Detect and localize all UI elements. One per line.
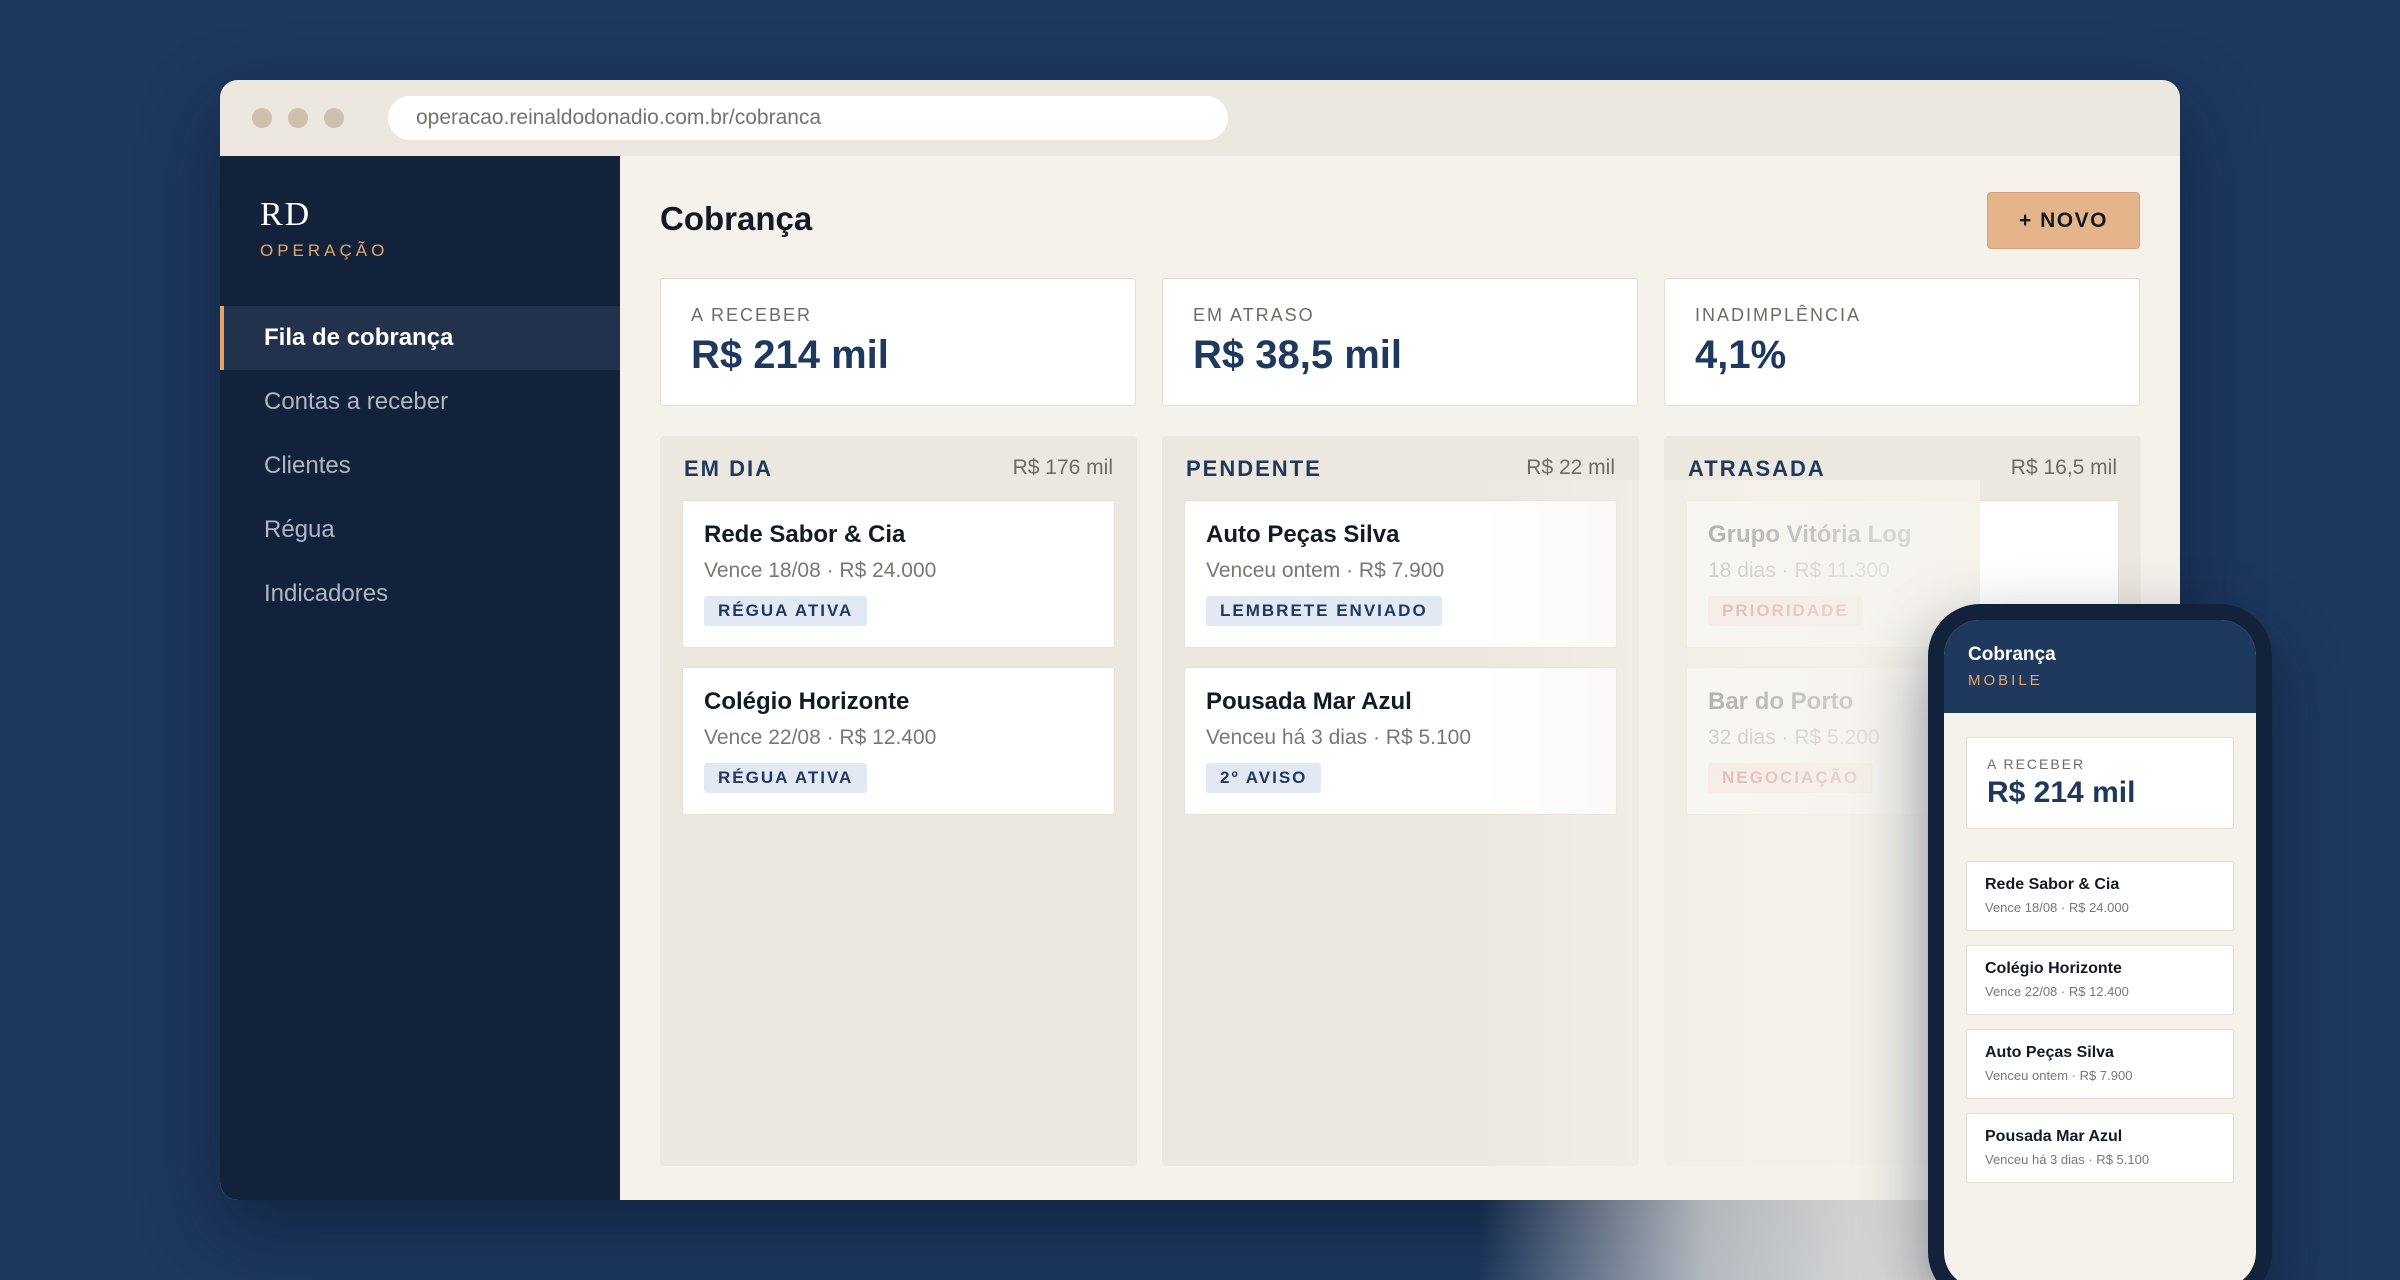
kanban-card[interactable]: Rede Sabor & Cia Vence 18/08 · R$ 24.000… <box>682 500 1115 648</box>
kanban-card[interactable]: Colégio Horizonte Vence 22/08 · R$ 12.40… <box>682 667 1115 815</box>
card-detail: Vence 18/08 · R$ 24.000 <box>704 559 937 582</box>
sidebar-item-regua[interactable]: Régua <box>264 516 335 543</box>
status-badge: RÉGUA ATIVA <box>704 596 868 626</box>
status-badge: PRIORIDADE <box>1708 596 1863 626</box>
mobile-kpi-label: A RECEBER <box>1987 756 2086 772</box>
mobile-list-item[interactable]: Auto Peças Silva Venceu ontem · R$ 7.900 <box>1966 1029 2234 1099</box>
mobile-kpi-card: A RECEBER R$ 214 mil <box>1966 737 2234 829</box>
new-button[interactable]: + NOVO <box>1987 192 2140 249</box>
column-title: EM DIA <box>684 456 773 481</box>
kanban-column-pendente: PENDENTE R$ 22 mil Auto Peças Silva Venc… <box>1162 436 1639 1166</box>
column-total: R$ 22 mil <box>1526 456 1615 479</box>
mobile-list-item[interactable]: Rede Sabor & Cia Vence 18/08 · R$ 24.000 <box>1966 861 2234 931</box>
address-bar[interactable]: operacao.reinaldodonadio.com.br/cobranca <box>388 96 1228 140</box>
kpi-card-a-receber: A RECEBER R$ 214 mil <box>660 278 1136 406</box>
column-title: ATRASADA <box>1688 456 1826 481</box>
kpi-value: R$ 38,5 mil <box>1193 333 1403 377</box>
kanban-card[interactable]: Auto Peças Silva Venceu ontem · R$ 7.900… <box>1184 500 1617 648</box>
mobile-title: Cobrança <box>1968 644 2056 665</box>
sidebar: RD OPERAÇÃO Fila de cobrança Contas a re… <box>220 156 620 1200</box>
kanban-card[interactable]: Pousada Mar Azul Venceu há 3 dias · R$ 5… <box>1184 667 1617 815</box>
mobile-item-name: Auto Peças Silva <box>1985 1044 2114 1061</box>
kpi-value: R$ 214 mil <box>691 333 889 377</box>
column-title: PENDENTE <box>1186 456 1322 481</box>
window-maximize-dot[interactable] <box>324 108 344 128</box>
sidebar-item-clientes[interactable]: Clientes <box>264 452 351 479</box>
kanban-column-em-dia: EM DIA R$ 176 mil Rede Sabor & Cia Vence… <box>660 436 1137 1166</box>
card-client-name: Colégio Horizonte <box>704 688 910 715</box>
kpi-label: A RECEBER <box>691 305 813 325</box>
kpi-label: EM ATRASO <box>1193 305 1315 325</box>
kpi-value: 4,1% <box>1695 333 1787 377</box>
mobile-item-detail: Vence 18/08 · R$ 24.000 <box>1985 900 2129 915</box>
card-detail: 18 dias · R$ 11.300 <box>1708 559 1890 582</box>
card-client-name: Pousada Mar Azul <box>1206 688 1412 715</box>
card-client-name: Grupo Vitória Log <box>1708 521 1912 548</box>
status-badge: 2º AVISO <box>1206 763 1322 793</box>
brand-logo: RD <box>260 196 312 233</box>
status-badge: NEGOCIAÇÃO <box>1708 763 1874 793</box>
sidebar-item-contas-a-receber[interactable]: Contas a receber <box>264 388 449 415</box>
mobile-item-name: Rede Sabor & Cia <box>1985 876 2120 893</box>
kpi-label: INADIMPLÊNCIA <box>1695 305 1862 325</box>
mobile-item-detail: Venceu há 3 dias · R$ 5.100 <box>1985 1152 2150 1167</box>
sidebar-item-indicadores[interactable]: Indicadores <box>264 580 389 607</box>
kpi-card-inadimplencia: INADIMPLÊNCIA 4,1% <box>1664 278 2140 406</box>
card-detail: 32 dias · R$ 5.200 <box>1708 726 1880 749</box>
mobile-list-item[interactable]: Colégio Horizonte Vence 22/08 · R$ 12.40… <box>1966 945 2234 1015</box>
status-badge: LEMBRETE ENVIADO <box>1206 596 1442 626</box>
mobile-device: Cobrança MOBILE A RECEBER R$ 214 mil Red… <box>1928 604 2272 1280</box>
mobile-item-detail: Vence 22/08 · R$ 12.400 <box>1985 984 2129 999</box>
browser-toolbar: operacao.reinaldodonadio.com.br/cobranca <box>220 80 2180 156</box>
sidebar-nav: Fila de cobrança Contas a receber Client… <box>220 306 620 626</box>
card-client-name: Auto Peças Silva <box>1206 521 1400 548</box>
card-client-name: Bar do Porto <box>1708 688 1854 715</box>
mobile-header: Cobrança MOBILE <box>1944 620 2256 713</box>
card-detail: Vence 22/08 · R$ 12.400 <box>704 726 937 749</box>
mobile-item-detail: Venceu ontem · R$ 7.900 <box>1985 1068 2133 1083</box>
browser-window: operacao.reinaldodonadio.com.br/cobranca… <box>220 80 2180 1200</box>
mobile-list-item[interactable]: Pousada Mar Azul Venceu há 3 dias · R$ 5… <box>1966 1113 2234 1183</box>
window-minimize-dot[interactable] <box>288 108 308 128</box>
mobile-subtitle: MOBILE <box>1968 672 2043 689</box>
status-badge: RÉGUA ATIVA <box>704 763 868 793</box>
card-detail: Venceu há 3 dias · R$ 5.100 <box>1206 726 1472 749</box>
mobile-screen: Cobrança MOBILE A RECEBER R$ 214 mil Red… <box>1944 620 2256 1280</box>
brand-subtitle: OPERAÇÃO <box>260 241 389 260</box>
column-total: R$ 16,5 mil <box>2010 456 2117 479</box>
sidebar-item-fila-de-cobranca[interactable]: Fila de cobrança <box>220 306 620 370</box>
mobile-kpi-value: R$ 214 mil <box>1987 776 2136 809</box>
column-total: R$ 176 mil <box>1012 456 1113 479</box>
mobile-item-name: Pousada Mar Azul <box>1985 1128 2123 1145</box>
window-close-dot[interactable] <box>252 108 272 128</box>
mobile-item-name: Colégio Horizonte <box>1985 960 2122 977</box>
page-title: Cobrança <box>660 200 813 237</box>
kpi-card-em-atraso: EM ATRASO R$ 38,5 mil <box>1162 278 1638 406</box>
card-client-name: Rede Sabor & Cia <box>704 521 906 548</box>
card-detail: Venceu ontem · R$ 7.900 <box>1206 559 1445 582</box>
